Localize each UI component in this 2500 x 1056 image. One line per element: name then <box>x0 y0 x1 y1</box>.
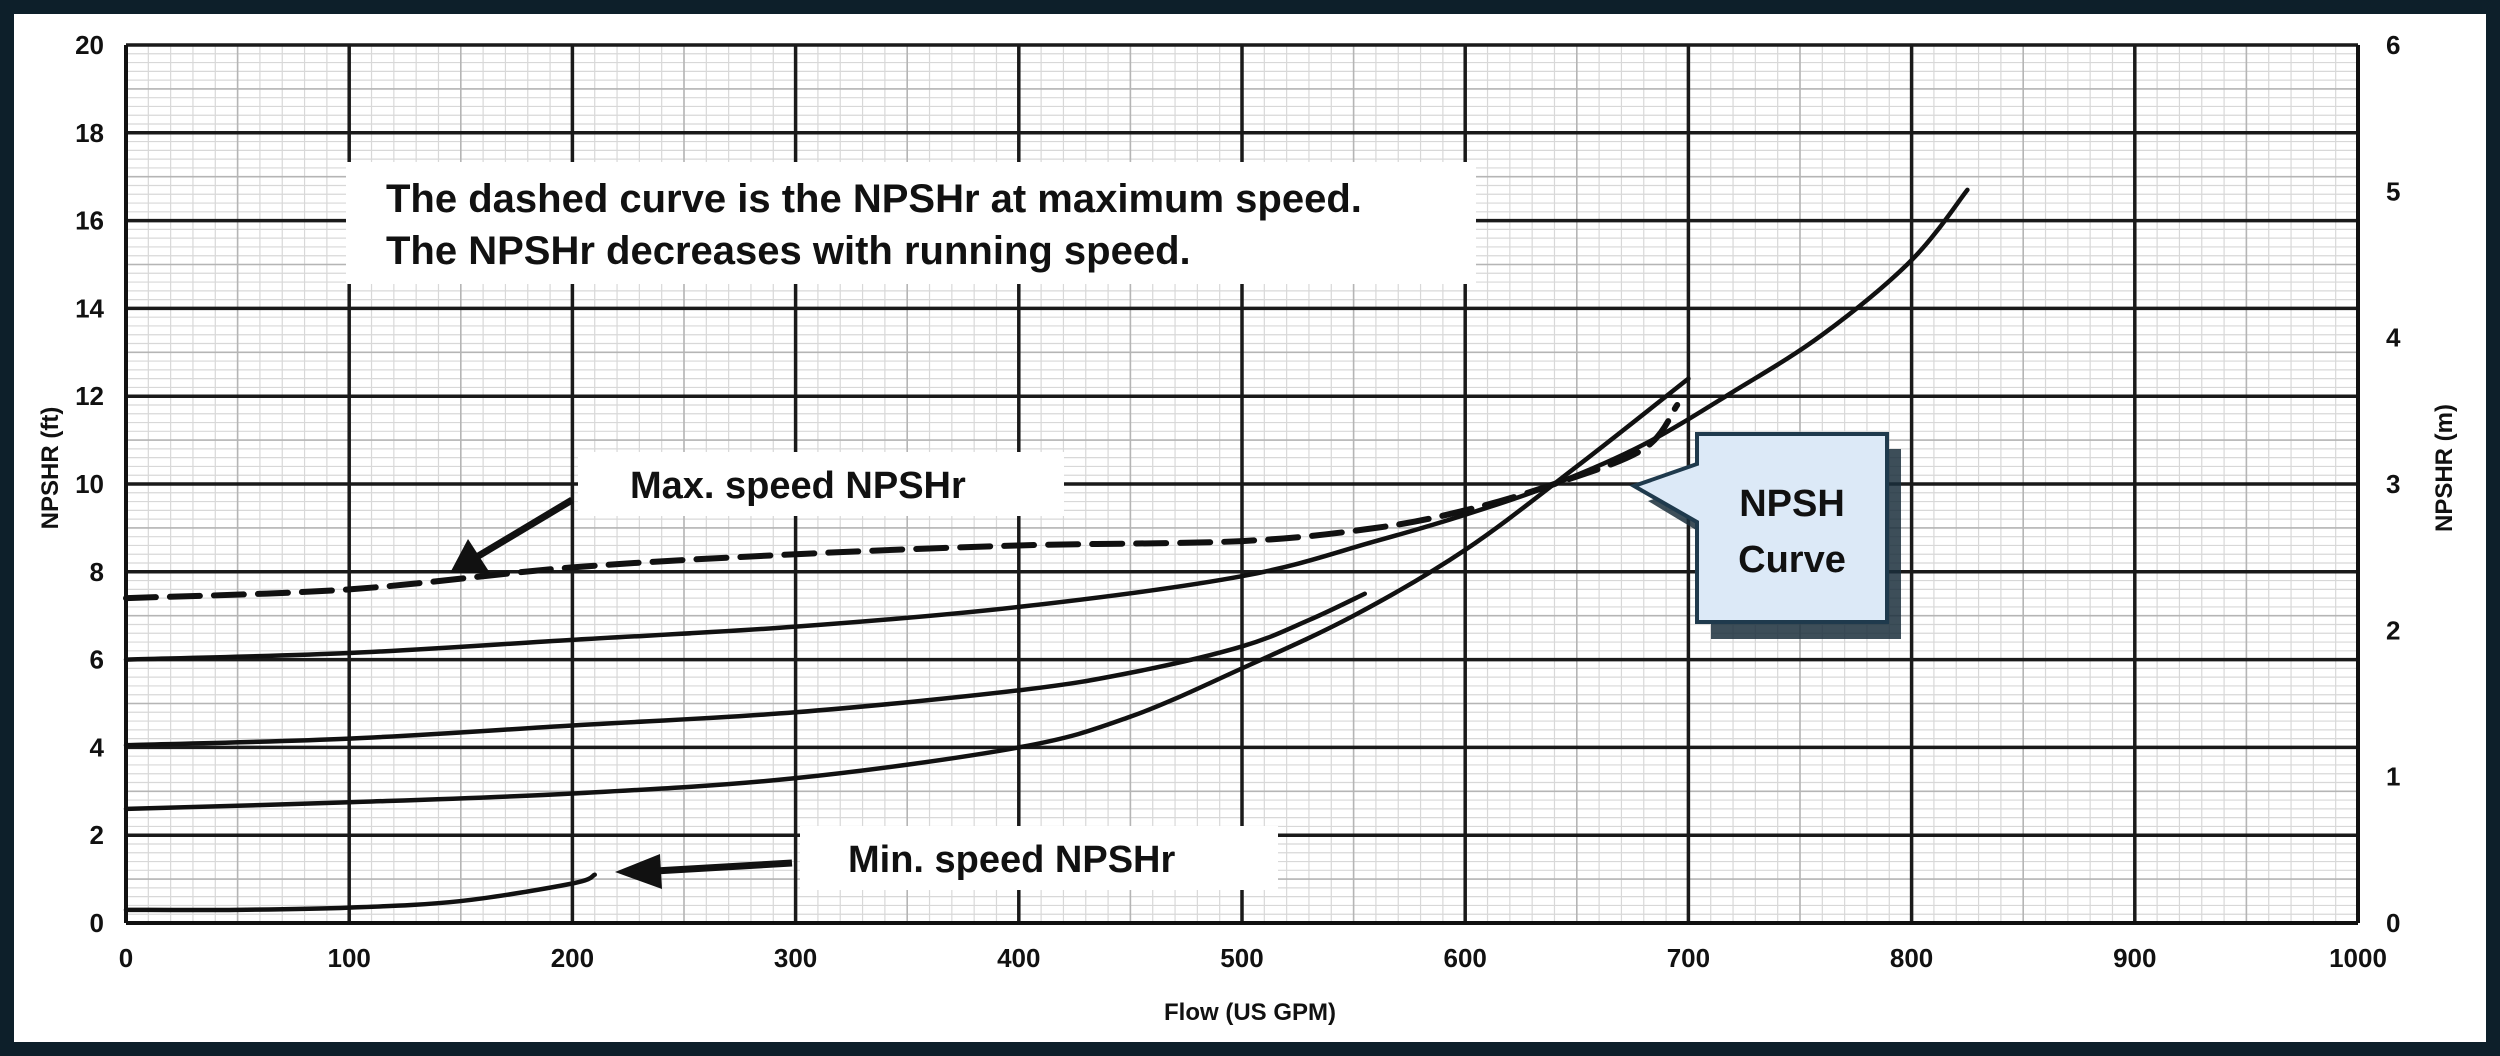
y-tick-label: 20 <box>75 30 104 60</box>
y-tick-label: 0 <box>90 908 104 938</box>
x-tick-label: 300 <box>774 943 817 973</box>
x-tick-label: 700 <box>1667 943 1710 973</box>
y-tick-label: 2 <box>90 820 104 850</box>
y2-tick-label: 5 <box>2386 176 2400 206</box>
y-tick-label: 16 <box>75 206 104 236</box>
min-speed-annotation: Min. speed NPSHr <box>615 826 1278 890</box>
y-tick-label: 8 <box>90 557 104 587</box>
npsh-curve-2 <box>123 187 1970 662</box>
min-speed-label: Min. speed NPSHr <box>848 839 1175 881</box>
y-tick-label: 14 <box>75 293 104 323</box>
y2-tick-label: 3 <box>2386 469 2400 499</box>
x-tick-labels: 0 100 200 300 400 500 600 700 800 900 1000 <box>119 943 2387 973</box>
note-line-2: The NPSHr decreases with running speed. <box>386 229 1191 273</box>
x-tick-label: 600 <box>1444 943 1487 973</box>
y-axis-label: NPSHR (ft) <box>37 407 64 530</box>
callout-box <box>1629 432 1889 624</box>
note-box: The dashed curve is the NPSHr at maximum… <box>346 162 1476 284</box>
y2-tick-label: 1 <box>2386 762 2400 792</box>
max-speed-arrowhead <box>450 539 490 573</box>
npsh-curves <box>123 187 1970 913</box>
min-speed-arrow <box>654 859 793 875</box>
note-box-bg <box>346 162 1476 284</box>
y2-tick-label: 0 <box>2386 908 2400 938</box>
x-tick-label: 400 <box>997 943 1040 973</box>
x-tick-label: 1000 <box>2329 943 2387 973</box>
max-speed-annotation: Max. speed NPSHr <box>450 452 1064 573</box>
y2-tick-label: 6 <box>2386 30 2400 60</box>
x-tick-label: 900 <box>2113 943 2156 973</box>
note-line-1: The dashed curve is the NPSHr at maximum… <box>386 177 1362 221</box>
x-tick-label: 0 <box>119 943 133 973</box>
y2-axis-label: NPSHR (m) <box>2431 404 2458 532</box>
max-speed-label-bg <box>578 452 1064 516</box>
callout-line-2: Curve <box>1738 539 1846 581</box>
x-tick-label: 100 <box>328 943 371 973</box>
y-tick-labels: 0 2 4 6 8 10 12 14 16 18 20 <box>75 30 104 938</box>
max-speed-arrow <box>473 496 574 562</box>
y2-tick-label: 4 <box>2386 323 2401 353</box>
y2-tick-label: 2 <box>2386 615 2400 645</box>
max-speed-label: Max. speed NPSHr <box>630 465 966 507</box>
y-tick-label: 12 <box>75 381 104 411</box>
x-tick-label: 500 <box>1220 943 1263 973</box>
y-tick-label: 6 <box>90 645 104 675</box>
min-speed-label-bg <box>800 826 1278 890</box>
y-tick-label: 18 <box>75 118 104 148</box>
npsh-curve-callout: NPSH Curve <box>1629 432 1901 639</box>
y-tick-label: 4 <box>90 732 105 762</box>
callout-line-1: NPSH <box>1739 483 1845 525</box>
npsh-curve-3 <box>123 591 1368 748</box>
y2-tick-labels: 0 1 2 3 4 5 6 <box>2386 30 2401 938</box>
x-tick-label: 200 <box>551 943 594 973</box>
npsh-curve-5 <box>123 872 597 913</box>
y-tick-label: 10 <box>75 469 104 499</box>
x-tick-label: 800 <box>1890 943 1933 973</box>
min-speed-arrowhead <box>615 854 662 889</box>
axes <box>124 45 2360 925</box>
x-axis-label: Flow (US GPM) <box>1164 999 1336 1026</box>
npsh-curve-4 <box>123 376 1691 812</box>
